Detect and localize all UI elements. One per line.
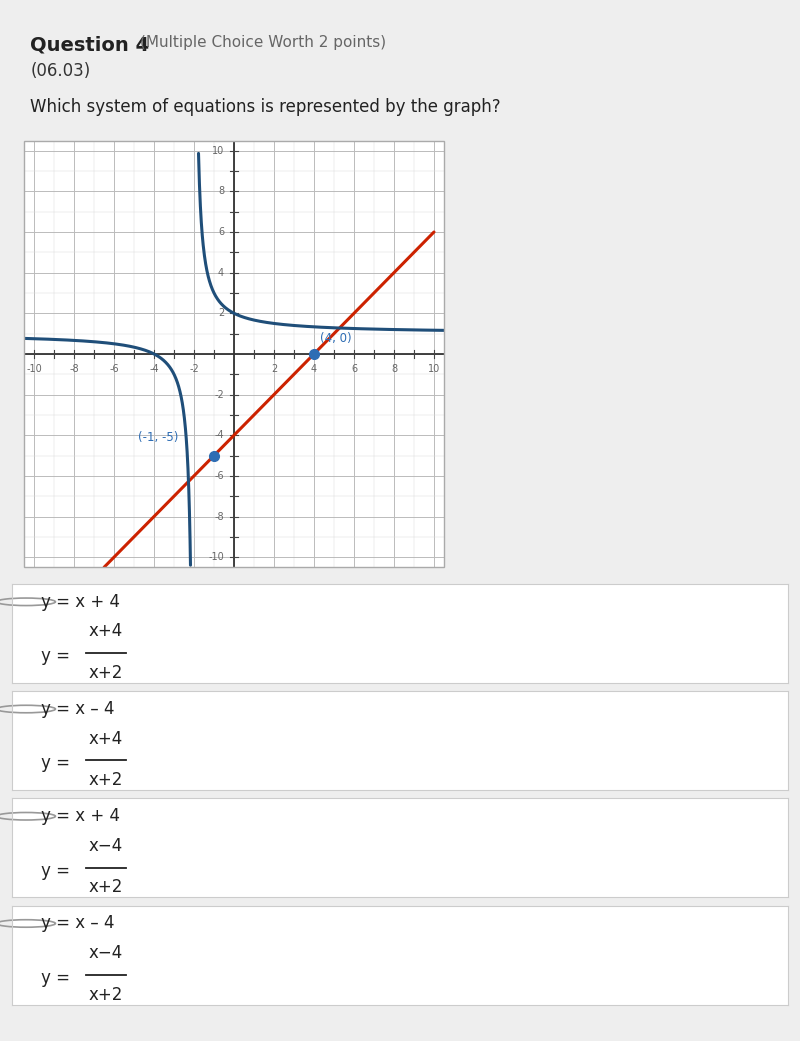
Text: (Multiple Choice Worth 2 points): (Multiple Choice Worth 2 points) xyxy=(140,35,386,50)
Text: 10: 10 xyxy=(212,146,224,156)
Text: 6: 6 xyxy=(351,364,357,374)
Text: -8: -8 xyxy=(214,511,224,522)
Text: (4, 0): (4, 0) xyxy=(320,332,352,345)
Text: 8: 8 xyxy=(218,186,224,197)
Text: (-1, -5): (-1, -5) xyxy=(138,431,178,445)
Text: Question 4: Question 4 xyxy=(30,35,150,54)
Text: 4: 4 xyxy=(218,268,224,278)
Text: x−4: x−4 xyxy=(88,837,122,855)
Text: x+2: x+2 xyxy=(88,879,122,896)
Text: x+2: x+2 xyxy=(88,771,122,789)
Text: 6: 6 xyxy=(218,227,224,237)
Text: (06.03): (06.03) xyxy=(30,62,90,80)
Text: -6: -6 xyxy=(214,471,224,481)
Text: x−4: x−4 xyxy=(88,944,122,962)
Text: x+2: x+2 xyxy=(88,986,122,1004)
Text: -2: -2 xyxy=(214,389,224,400)
Text: 10: 10 xyxy=(428,364,440,374)
Text: 2: 2 xyxy=(271,364,277,374)
Text: -4: -4 xyxy=(149,364,159,374)
Text: y = x + 4: y = x + 4 xyxy=(42,807,121,826)
Text: Which system of equations is represented by the graph?: Which system of equations is represented… xyxy=(30,98,501,116)
Text: -10: -10 xyxy=(208,552,224,562)
Text: -6: -6 xyxy=(109,364,119,374)
Text: 2: 2 xyxy=(218,308,224,319)
Text: 4: 4 xyxy=(311,364,317,374)
Text: y = x – 4: y = x – 4 xyxy=(42,914,115,933)
Text: y =: y = xyxy=(42,648,76,665)
Text: x+2: x+2 xyxy=(88,664,122,682)
Text: y = x – 4: y = x – 4 xyxy=(42,700,115,718)
Text: 8: 8 xyxy=(391,364,397,374)
Text: -2: -2 xyxy=(189,364,199,374)
Text: y = x + 4: y = x + 4 xyxy=(42,592,121,611)
Text: y =: y = xyxy=(42,755,76,772)
Text: y =: y = xyxy=(42,969,76,987)
Text: -10: -10 xyxy=(26,364,42,374)
Text: y =: y = xyxy=(42,862,76,880)
Text: -8: -8 xyxy=(69,364,79,374)
Text: x+4: x+4 xyxy=(88,623,122,640)
Text: x+4: x+4 xyxy=(88,730,122,747)
Text: -4: -4 xyxy=(214,430,224,440)
